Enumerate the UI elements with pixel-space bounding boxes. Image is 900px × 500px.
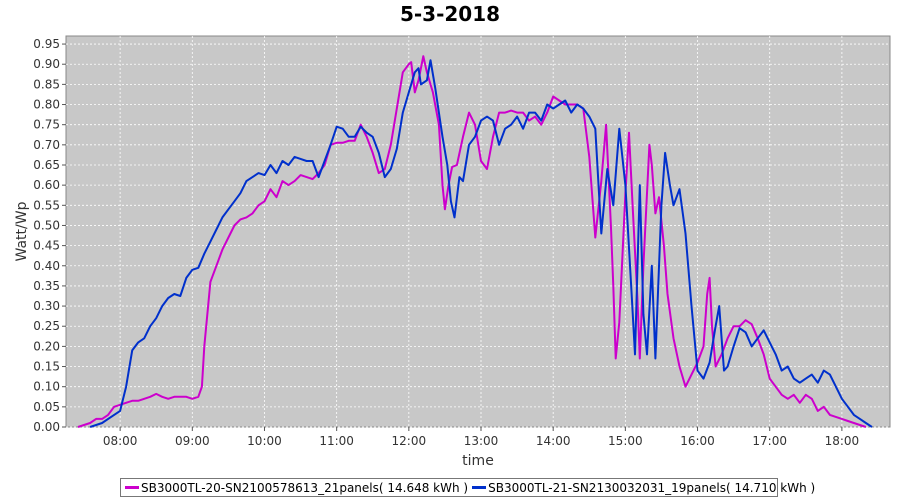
x-tick-label: 10:00 bbox=[247, 434, 282, 448]
x-tick-label: 08:00 bbox=[103, 434, 138, 448]
y-tick-label: 0.80 bbox=[33, 98, 60, 112]
y-tick-label: 0.05 bbox=[33, 400, 60, 414]
y-tick-label: 0.15 bbox=[33, 360, 60, 374]
series-line-1 bbox=[77, 55, 867, 428]
x-tick-label: 16:00 bbox=[680, 434, 715, 448]
y-tick-label: 0.60 bbox=[33, 178, 60, 192]
x-tick-label: 13:00 bbox=[464, 434, 499, 448]
y-tick-label: 0.00 bbox=[33, 420, 60, 434]
x-tick-label: 11:00 bbox=[319, 434, 354, 448]
legend-item-series-1: SB3000TL-20-SN2100578613_21panels( 14.64… bbox=[121, 481, 468, 495]
y-tick-label: 0.40 bbox=[33, 259, 60, 273]
x-tick-label: 12:00 bbox=[392, 434, 427, 448]
x-tick-label: 18:00 bbox=[825, 434, 860, 448]
y-tick-label: 0.90 bbox=[33, 57, 60, 71]
y-tick-label: 0.95 bbox=[33, 37, 60, 51]
x-tick-label: 15:00 bbox=[608, 434, 643, 448]
legend-swatch-series-2 bbox=[472, 486, 487, 489]
y-tick-label: 0.85 bbox=[33, 77, 60, 91]
x-tick-label: 09:00 bbox=[175, 434, 210, 448]
y-tick-label: 0.10 bbox=[33, 380, 60, 394]
legend: SB3000TL-20-SN2100578613_21panels( 14.64… bbox=[120, 478, 815, 497]
y-tick-label: 0.75 bbox=[33, 118, 60, 132]
y-tick-label: 0.25 bbox=[33, 319, 60, 333]
legend-label-series-1: SB3000TL-20-SN2100578613_21panels( 14.64… bbox=[141, 480, 469, 495]
y-tick-label: 0.45 bbox=[33, 239, 60, 253]
x-tick-label: 14:00 bbox=[536, 434, 571, 448]
y-tick-label: 0.70 bbox=[33, 138, 60, 152]
y-tick-label: 0.35 bbox=[33, 279, 60, 293]
x-axis-label: time bbox=[462, 453, 494, 469]
x-tick-label: 17:00 bbox=[752, 434, 787, 448]
legend-label-series-2: SB3000TL-21-SN2130032031_19panels( 14.71… bbox=[488, 480, 816, 495]
legend-swatch-series-1 bbox=[125, 486, 139, 489]
y-tick-label: 0.55 bbox=[33, 198, 60, 212]
y-tick-label: 0.50 bbox=[33, 218, 60, 232]
y-axis-label: Watt/Wp bbox=[14, 201, 30, 261]
chart-title: 5-3-2018 bbox=[399, 2, 501, 26]
y-tick-label: 0.65 bbox=[33, 158, 60, 172]
series-lines bbox=[77, 55, 873, 428]
legend-item-series-2: SB3000TL-21-SN2130032031_19panels( 14.71… bbox=[468, 481, 815, 495]
axes: 0.00 0.05 0.10 0.15 0.20 0.25 0.30 0.35 0.40 0.45… bbox=[33, 37, 859, 448]
series-line-2 bbox=[89, 59, 873, 428]
y-tick-label: 0.20 bbox=[33, 339, 60, 353]
y-tick-label: 0.30 bbox=[33, 299, 60, 313]
